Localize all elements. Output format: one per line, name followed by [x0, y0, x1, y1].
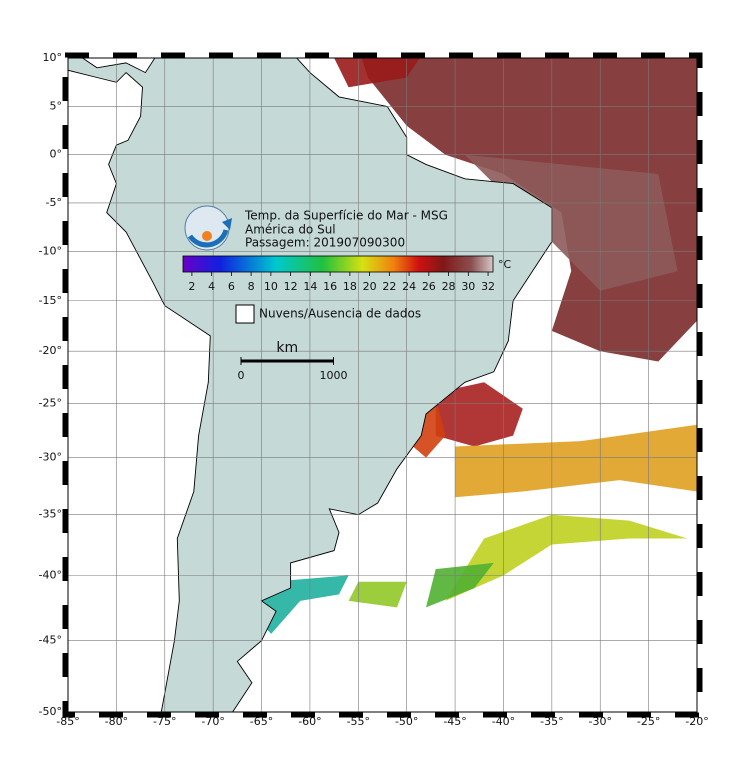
y-tick-label: 5° — [50, 100, 63, 113]
x-tick-label: -75° — [153, 715, 176, 728]
colorbar-tick-label: 12 — [284, 280, 298, 293]
legend-region: América do Sul — [245, 223, 336, 237]
x-tick-label: -45° — [443, 715, 466, 728]
colorbar-tick-label: 26 — [422, 280, 436, 293]
y-tick-label: -15° — [39, 294, 62, 307]
sst-patch — [426, 562, 494, 608]
y-tick-label: 10° — [43, 51, 63, 64]
scale-tick-label: 0 — [238, 369, 245, 382]
x-tick-label: -35° — [540, 715, 563, 728]
sst-patch — [334, 58, 420, 88]
colorbar-tick-label: 28 — [442, 280, 456, 293]
x-tick-label: -80° — [105, 715, 128, 728]
logo-arc — [187, 229, 229, 248]
sst-patch — [348, 581, 407, 608]
x-tick-label: -85° — [56, 715, 79, 728]
y-tick-label: -40° — [39, 568, 62, 581]
y-tick-label: -5° — [46, 196, 62, 209]
scale-unit: km — [276, 340, 298, 356]
colorbar-tick-label: 30 — [461, 280, 475, 293]
colorbar-tick-label: 22 — [382, 280, 396, 293]
colorbar-tick-label: 2 — [188, 280, 195, 293]
map-area — [68, 58, 697, 712]
map-frame — [67, 57, 698, 713]
map-frame-band — [62, 52, 703, 718]
colorbar-tick-label: 14 — [303, 280, 317, 293]
x-tick-label: -20° — [685, 715, 708, 728]
y-tick-label: -35° — [39, 508, 62, 521]
y-tick-label: -50° — [39, 705, 62, 718]
x-tick-label: -50° — [395, 715, 418, 728]
legend-pass: Passagem: 201907090300 — [245, 236, 405, 250]
x-tick-label: -55° — [347, 715, 370, 728]
colorbar-tick-label: 18 — [343, 280, 357, 293]
legend: Temp. da Superfície do Mar - MSG América… — [182, 205, 512, 324]
sst-patch — [435, 382, 523, 447]
nodata-swatch — [235, 304, 255, 324]
legend-title: Temp. da Superfície do Mar - MSG — [244, 209, 448, 223]
logo-arrow — [222, 218, 232, 230]
x-tick-label: -70° — [201, 715, 224, 728]
scale-tick-label: 1000 — [320, 369, 348, 382]
y-tick-label: -10° — [39, 244, 62, 257]
colorbar-tick-label: 32 — [481, 280, 495, 293]
x-tick-label: -40° — [492, 715, 515, 728]
colorbar-tick-label: 6 — [228, 280, 235, 293]
x-tick-label: -25° — [637, 715, 660, 728]
colorbar-tick-label: 4 — [208, 280, 215, 293]
colorbar — [182, 255, 494, 273]
y-tick-label: -25° — [39, 396, 62, 409]
sst-patch — [445, 514, 688, 601]
nodata-label: Nuvens/Ausencia de dados — [259, 307, 421, 321]
colorbar-tick-label: 16 — [323, 280, 337, 293]
y-tick-label: -20° — [39, 344, 62, 357]
sst-patch — [455, 424, 697, 498]
x-tick-label: -65° — [250, 715, 273, 728]
y-tick-label: 0° — [50, 148, 63, 161]
x-tick-label: -60° — [298, 715, 321, 728]
colorbar-tick-label: 8 — [248, 280, 255, 293]
x-tick-label: -30° — [588, 715, 611, 728]
colorbar-tick-label: 24 — [402, 280, 416, 293]
colorbar-tick-label: 10 — [264, 280, 278, 293]
logo-sun — [202, 231, 212, 241]
colorbar-tick-label: 20 — [363, 280, 377, 293]
y-tick-label: -30° — [39, 451, 62, 464]
y-tick-label: -45° — [39, 634, 62, 647]
colorbar-unit: °C — [498, 258, 512, 271]
